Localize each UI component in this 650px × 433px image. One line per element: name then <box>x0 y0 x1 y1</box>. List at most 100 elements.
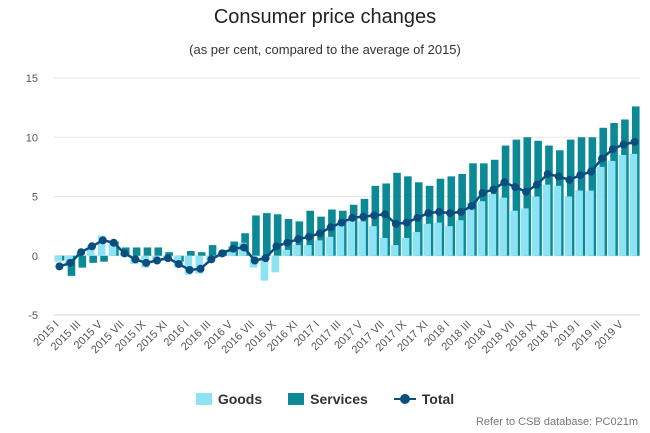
bar-goods <box>195 255 204 274</box>
y-tick-label: 15 <box>26 73 38 85</box>
point-total <box>554 172 563 181</box>
point-total <box>424 209 433 218</box>
chart-title: Consumer price changes <box>213 6 437 28</box>
bar-goods <box>542 184 551 256</box>
point-total <box>598 154 607 163</box>
credits-text[interactable]: Refer to CSB database: PC021m <box>475 416 638 428</box>
point-total <box>196 264 205 273</box>
bar-services <box>197 252 206 256</box>
bar-services <box>393 172 401 256</box>
point-total <box>543 169 552 178</box>
bar-goods <box>477 201 486 256</box>
bar-services <box>187 251 195 256</box>
point-total <box>467 201 476 210</box>
bar-goods <box>304 245 312 256</box>
bar-services <box>273 214 282 256</box>
bar-goods <box>390 245 399 256</box>
bar-goods <box>618 155 627 256</box>
bar-services <box>523 137 532 256</box>
point-total <box>283 238 292 247</box>
bar-services <box>425 185 434 256</box>
point-total <box>446 209 455 218</box>
point-total <box>478 188 487 197</box>
point-total <box>619 140 628 149</box>
point-total <box>174 260 183 269</box>
bar-goods <box>54 255 63 262</box>
bar-services <box>404 176 412 256</box>
point-total <box>142 258 151 267</box>
bar-goods <box>575 190 583 256</box>
point-total <box>500 178 509 187</box>
point-total <box>229 244 238 253</box>
point-total <box>359 212 368 221</box>
bar-goods <box>607 160 616 256</box>
bar-goods <box>629 153 638 256</box>
point-total <box>380 210 389 219</box>
bar-goods <box>325 236 334 256</box>
bar-services <box>165 252 173 256</box>
bar-goods <box>488 194 497 256</box>
bar-goods <box>314 240 323 256</box>
legend-item-total[interactable]: Total <box>393 391 454 407</box>
point-total <box>185 265 194 274</box>
legend-item-services[interactable]: Services <box>288 391 368 407</box>
point-total <box>315 229 324 238</box>
bar-goods <box>336 226 345 256</box>
legend-swatch-goods <box>195 393 212 405</box>
bar-goods <box>108 240 117 256</box>
bar-goods <box>510 210 518 256</box>
bar-services <box>328 209 336 256</box>
legend-swatch-services <box>288 393 305 405</box>
bar-goods <box>586 190 594 256</box>
point-total <box>261 254 270 263</box>
point-total <box>511 183 520 192</box>
point-total <box>565 175 574 184</box>
point-total <box>326 223 335 232</box>
point-total <box>532 180 541 189</box>
y-tick-label: 0 <box>32 251 38 263</box>
bar-services <box>382 183 390 256</box>
point-total <box>348 213 357 222</box>
bar-services <box>252 215 260 256</box>
point-total <box>391 219 400 228</box>
point-total <box>131 255 140 264</box>
bar-goods <box>293 245 301 256</box>
point-total <box>435 207 444 216</box>
bar-goods <box>369 226 377 256</box>
bar-goods <box>86 245 95 256</box>
point-total <box>207 255 216 264</box>
bar-goods <box>347 220 356 256</box>
point-total <box>413 213 422 222</box>
bar-goods <box>597 166 605 256</box>
bar-goods <box>553 185 562 256</box>
bar-goods <box>271 255 280 273</box>
bar-services <box>100 255 108 262</box>
point-total <box>239 243 248 252</box>
bar-goods <box>531 196 540 256</box>
bar-goods <box>423 223 431 256</box>
point-total <box>109 238 118 247</box>
bar-services <box>208 245 217 256</box>
point-total <box>370 211 379 220</box>
chart-subtitle: (as per cent, compared to the average of… <box>189 42 461 57</box>
bar-services <box>436 178 445 256</box>
point-total <box>608 145 617 154</box>
bar-services <box>284 219 293 256</box>
legend-item-goods[interactable]: Goods <box>195 391 263 407</box>
bar-services <box>512 139 521 256</box>
bar-services <box>154 247 163 256</box>
bar-goods <box>521 208 529 256</box>
point-total <box>87 242 96 251</box>
point-total <box>489 185 498 194</box>
point-total <box>55 262 64 271</box>
bar-goods <box>379 237 388 256</box>
legend-label-goods: Goods <box>217 391 263 407</box>
point-total <box>163 254 172 263</box>
point-total <box>98 236 107 245</box>
point-total <box>305 232 314 241</box>
bar-services <box>371 185 380 256</box>
point-total <box>456 207 465 216</box>
bar-goods <box>412 232 421 256</box>
bar-goods <box>466 202 475 256</box>
